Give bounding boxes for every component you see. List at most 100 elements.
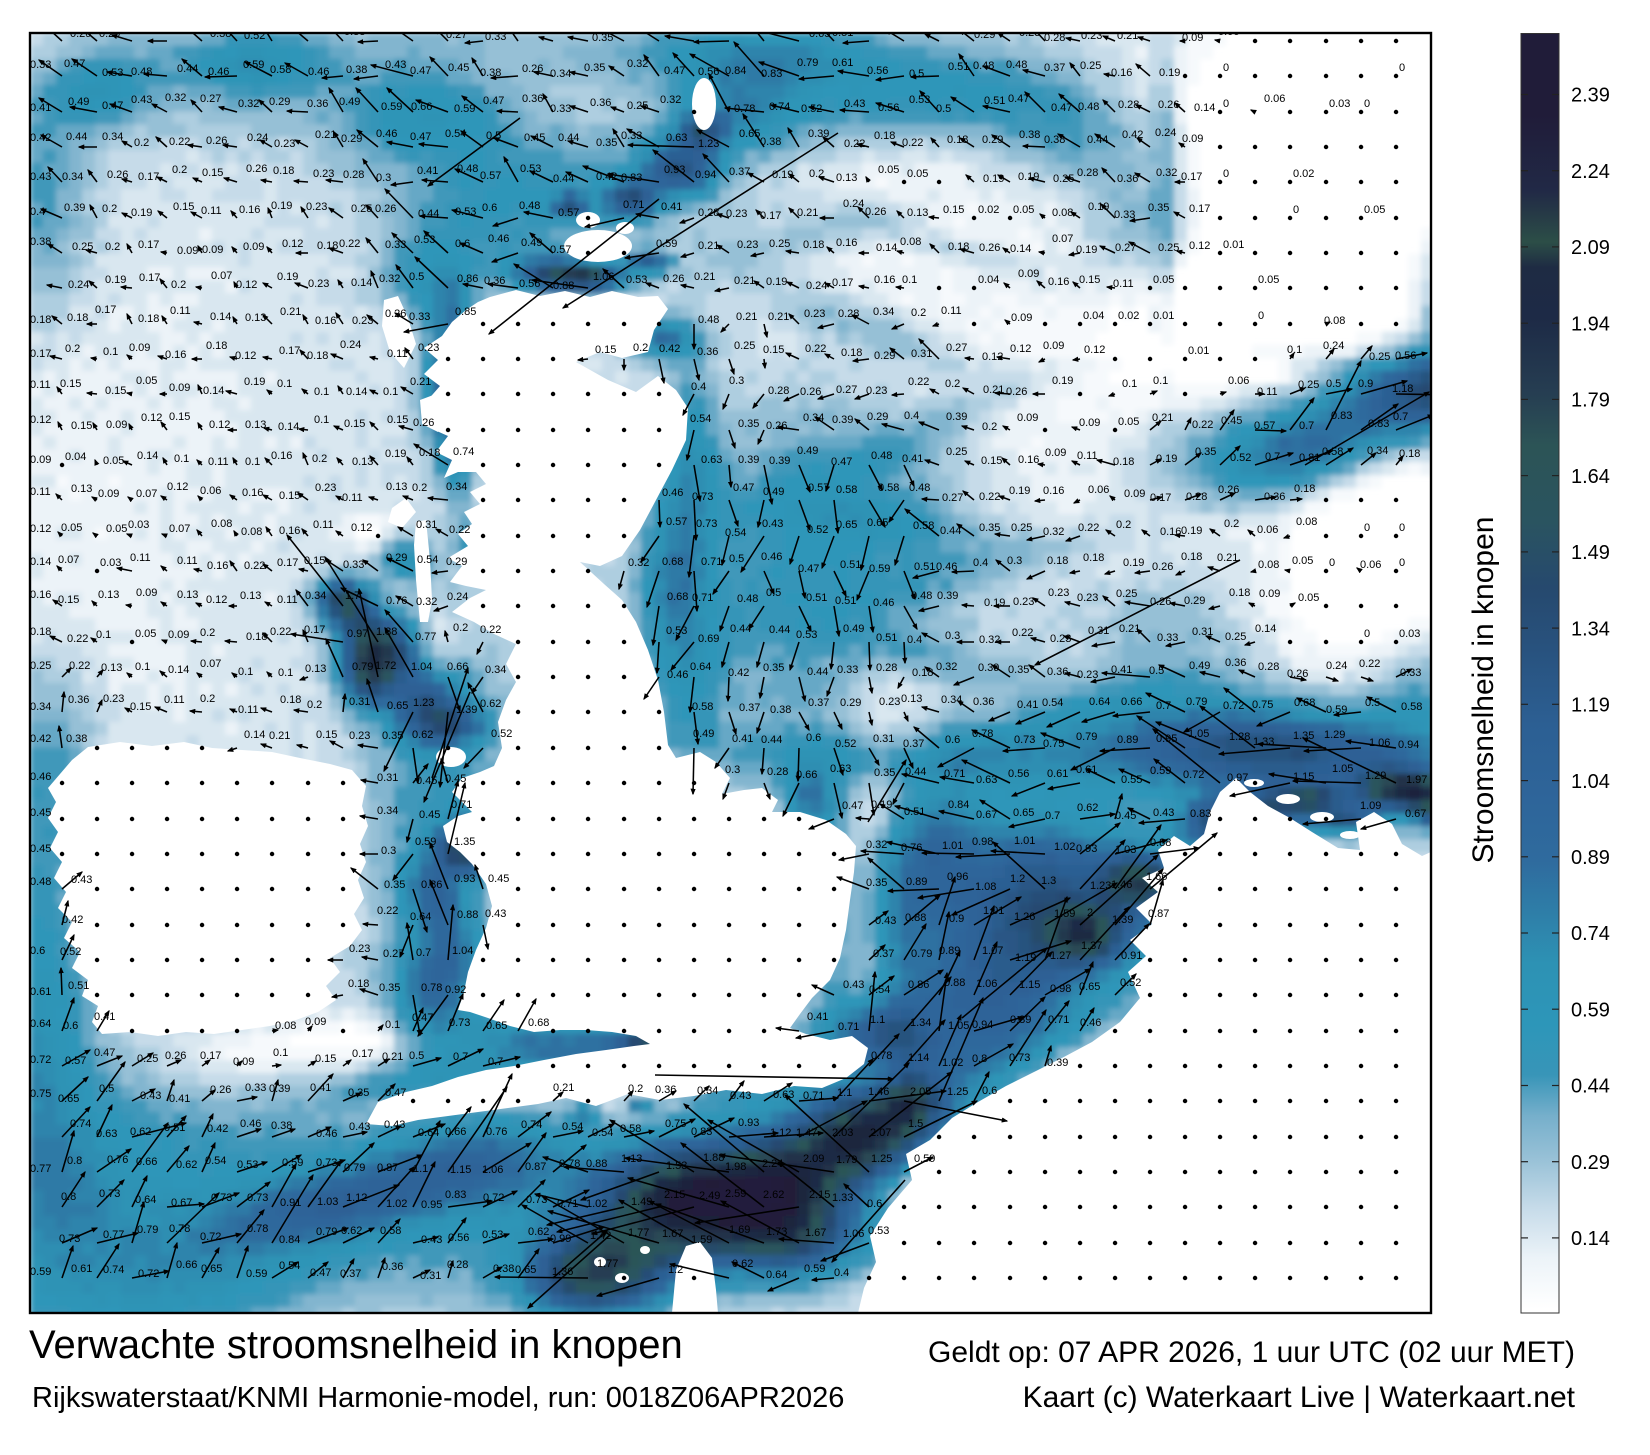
svg-text:0.55: 0.55 [1121, 774, 1142, 786]
svg-text:0.64: 0.64 [30, 1018, 51, 1030]
svg-text:0.1: 0.1 [238, 666, 253, 678]
svg-text:0.53: 0.53 [455, 206, 476, 218]
svg-text:0.05: 0.05 [1298, 592, 1319, 604]
svg-text:0.02: 0.02 [1293, 168, 1314, 180]
svg-text:0.93: 0.93 [664, 164, 685, 176]
svg-text:0.14: 0.14 [244, 729, 265, 741]
svg-text:0.19: 0.19 [277, 271, 298, 283]
svg-text:0.5: 0.5 [766, 587, 781, 599]
svg-text:0.47: 0.47 [102, 100, 123, 112]
svg-text:0.28: 0.28 [1118, 99, 1139, 111]
svg-text:0.33: 0.33 [30, 59, 51, 71]
svg-text:0.59: 0.59 [415, 836, 436, 848]
svg-text:0.31: 0.31 [377, 772, 398, 784]
svg-text:0.23: 0.23 [1050, 633, 1071, 645]
svg-text:0.17: 0.17 [760, 210, 781, 222]
svg-text:0.18: 0.18 [1229, 587, 1250, 599]
svg-text:1.98: 1.98 [725, 1161, 746, 1173]
svg-text:0.27: 0.27 [446, 29, 467, 41]
svg-text:0.36: 0.36 [697, 346, 718, 358]
svg-text:2.59: 2.59 [725, 1188, 746, 1200]
svg-text:0.45: 0.45 [524, 132, 545, 144]
svg-text:0.66: 0.66 [1121, 696, 1142, 708]
svg-text:0.44: 0.44 [769, 624, 790, 636]
svg-text:0.23: 0.23 [103, 693, 124, 705]
svg-text:0.09: 0.09 [1045, 447, 1066, 459]
svg-text:0.48: 0.48 [457, 163, 478, 175]
svg-text:0.18: 0.18 [1399, 448, 1420, 460]
svg-text:0.52: 0.52 [835, 738, 856, 750]
svg-text:0.15: 0.15 [595, 344, 616, 356]
svg-text:0.16: 0.16 [279, 525, 300, 537]
svg-text:0.71: 0.71 [692, 592, 713, 604]
svg-text:0.11: 0.11 [313, 519, 334, 531]
svg-text:0.1: 0.1 [1122, 378, 1137, 390]
svg-text:0.8: 0.8 [61, 1191, 76, 1203]
svg-text:0.13: 0.13 [98, 589, 119, 601]
svg-text:0.27: 0.27 [200, 93, 221, 105]
svg-text:0.29: 0.29 [386, 552, 407, 564]
svg-text:2.15: 2.15 [809, 1189, 830, 1201]
svg-text:0.93: 0.93 [738, 1117, 759, 1129]
svg-text:0.3: 0.3 [381, 845, 396, 857]
svg-text:0.26: 0.26 [107, 169, 128, 181]
svg-text:0.09: 0.09 [233, 1056, 254, 1068]
svg-text:0.73: 0.73 [449, 1017, 470, 1029]
svg-text:0.79: 0.79 [911, 948, 932, 960]
svg-text:0.58: 0.58 [270, 64, 291, 76]
svg-text:0.32: 0.32 [936, 661, 957, 673]
svg-text:0.38: 0.38 [770, 704, 791, 716]
svg-text:0.46: 0.46 [240, 1118, 261, 1130]
svg-text:0.7: 0.7 [1156, 700, 1171, 712]
svg-text:0.37: 0.37 [739, 702, 760, 714]
svg-text:0.46: 0.46 [761, 551, 782, 563]
svg-text:1.33: 1.33 [832, 1192, 853, 1204]
svg-text:0.66: 0.66 [447, 661, 468, 673]
svg-text:0.48: 0.48 [1078, 101, 1099, 113]
svg-text:0.16: 0.16 [1018, 454, 1039, 466]
svg-text:0.31: 0.31 [1088, 625, 1109, 637]
svg-text:0.2: 0.2 [171, 279, 186, 291]
svg-text:0.67: 0.67 [1405, 808, 1426, 820]
svg-text:0.06: 0.06 [200, 485, 221, 497]
svg-text:0.65: 0.65 [201, 1263, 222, 1275]
svg-text:0.19: 0.19 [1088, 201, 1109, 213]
svg-text:0.2: 0.2 [945, 378, 960, 390]
svg-text:0.06: 0.06 [1264, 93, 1285, 105]
svg-text:0.42: 0.42 [207, 1123, 228, 1135]
svg-text:0.22: 0.22 [270, 626, 291, 638]
svg-text:0.36: 0.36 [522, 93, 543, 105]
svg-text:0.51: 0.51 [835, 595, 856, 607]
svg-text:0.06: 0.06 [1218, 26, 1239, 38]
svg-text:0.11: 0.11 [238, 704, 259, 716]
svg-text:0.14: 0.14 [346, 386, 367, 398]
svg-text:0.62: 0.62 [176, 1159, 197, 1171]
svg-text:1.64: 1.64 [1571, 466, 1610, 488]
svg-text:0.16: 0.16 [30, 589, 51, 601]
svg-text:0.35: 0.35 [382, 730, 403, 742]
svg-text:1.01: 1.01 [1014, 835, 1035, 847]
svg-text:0.26: 0.26 [1287, 668, 1308, 680]
svg-text:0.37: 0.37 [903, 738, 924, 750]
svg-text:0.09: 0.09 [129, 342, 150, 354]
svg-text:0.35: 0.35 [584, 62, 605, 74]
svg-text:0.15: 0.15 [763, 344, 784, 356]
svg-text:0.25: 0.25 [734, 340, 755, 352]
svg-text:1.5: 1.5 [908, 1118, 923, 1130]
svg-text:0.15: 0.15 [279, 490, 300, 502]
svg-text:0.58: 0.58 [1401, 701, 1422, 713]
svg-text:0.62: 0.62 [725, 24, 746, 36]
svg-text:0.31: 0.31 [420, 1270, 441, 1282]
svg-text:0.18: 0.18 [307, 350, 328, 362]
svg-text:0.09: 0.09 [1018, 268, 1039, 280]
svg-text:0.1: 0.1 [103, 346, 118, 358]
svg-text:0.52: 0.52 [1120, 977, 1141, 989]
svg-text:0.21: 0.21 [269, 730, 290, 742]
svg-text:0.21: 0.21 [382, 1051, 403, 1063]
svg-text:0.22: 0.22 [377, 905, 398, 917]
svg-text:0.21: 0.21 [698, 240, 719, 252]
svg-text:0.35: 0.35 [1008, 664, 1029, 676]
svg-text:0.44: 0.44 [418, 208, 439, 220]
svg-text:0.49: 0.49 [843, 623, 864, 635]
svg-text:0.2: 0.2 [105, 241, 120, 253]
